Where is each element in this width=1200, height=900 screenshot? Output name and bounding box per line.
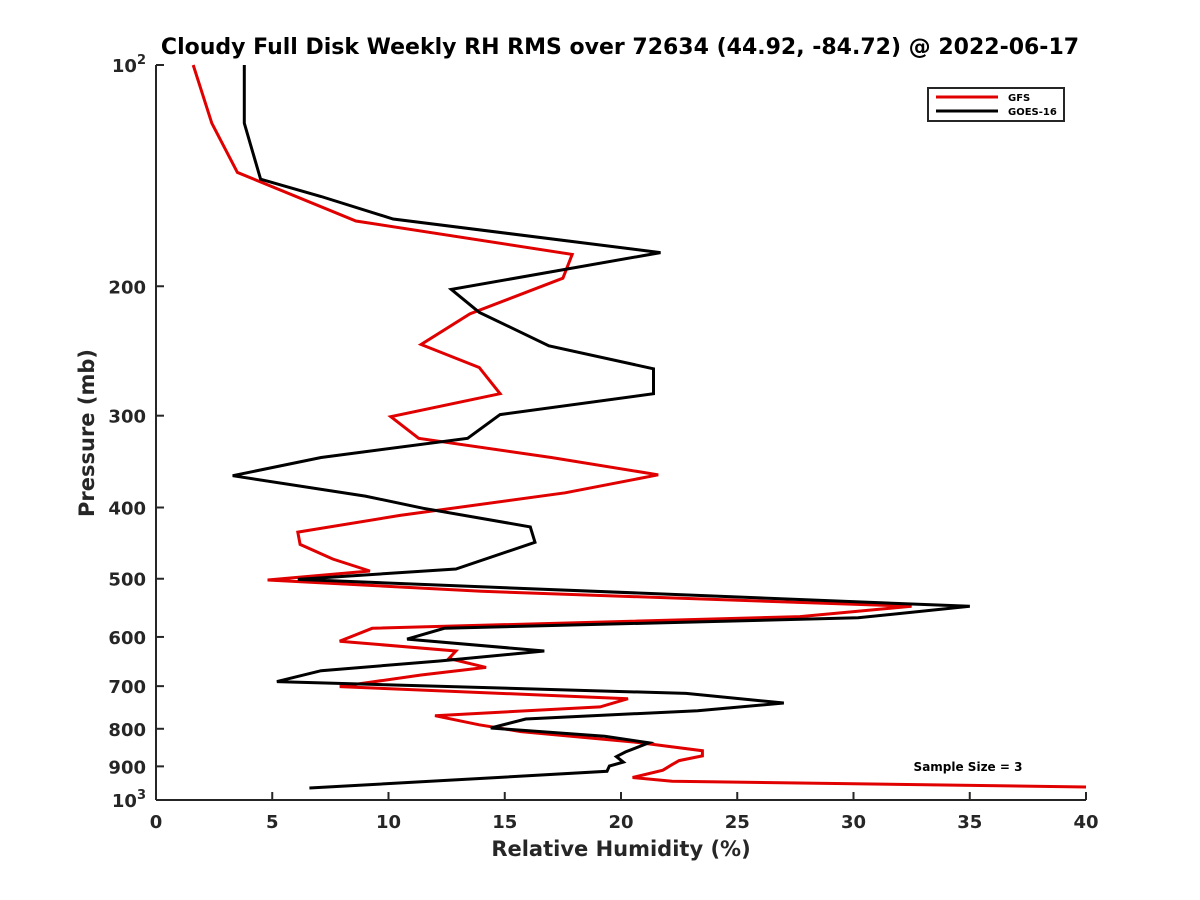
y-tick-label-exponent: 3: [137, 788, 146, 803]
x-tick-label: 15: [492, 812, 517, 833]
y-tick-label: 600: [108, 628, 146, 649]
y-tick-label: 400: [108, 499, 146, 520]
y-axis-label: Pressure (mb): [75, 349, 99, 517]
series-layer: [191, 64, 1087, 790]
y-tick-label-base: 900: [108, 757, 146, 778]
legend-label-gfs: GFS: [1008, 93, 1030, 104]
legend-box: [927, 87, 1065, 122]
y-tick-label: 300: [108, 407, 146, 428]
x-axis: 0 5 10 15 20 25 30 35 40: [150, 792, 1099, 833]
y-tick-label-exponent: 2: [137, 53, 146, 68]
x-tick-label: 40: [1073, 812, 1098, 833]
y-tick-label-base: 500: [108, 570, 146, 591]
y-tick-label-base: 400: [108, 499, 146, 520]
series-line-goes-16: [232, 65, 970, 790]
y-tick-label: 500: [108, 570, 146, 591]
y-tick-label: 800: [108, 720, 146, 741]
y-tick-label-base: 600: [108, 628, 146, 649]
legend: GFS GOES-16: [927, 87, 1065, 122]
y-tick-label: 700: [108, 677, 146, 698]
x-tick-label: 20: [608, 812, 633, 833]
y-tick-label-base: 10: [112, 791, 137, 812]
plot-area: [155, 65, 1086, 801]
x-tick-label: 25: [725, 812, 750, 833]
y-tick-label-base: 10: [112, 56, 137, 77]
y-tick-label-base: 300: [108, 407, 146, 428]
y-tick-label-base: 800: [108, 720, 146, 741]
y-tick-label: 102: [112, 53, 146, 77]
x-tick-label: 30: [841, 812, 866, 833]
y-tick-label: 103: [112, 788, 146, 812]
x-tick-label: 35: [957, 812, 982, 833]
y-tick-label-base: 200: [108, 277, 146, 298]
x-tick-label: 0: [150, 812, 163, 833]
y-tick-label: 200: [108, 277, 146, 298]
x-axis-label: Relative Humidity (%): [491, 837, 750, 861]
series-line-gfs: [191, 64, 1087, 789]
sample-size-annotation: Sample Size = 3: [914, 760, 1023, 774]
y-tick-label-base: 700: [108, 677, 146, 698]
x-tick-label: 10: [376, 812, 401, 833]
chart-title: Cloudy Full Disk Weekly RH RMS over 7263…: [161, 35, 1079, 60]
y-tick-label: 900: [108, 757, 146, 778]
x-tick-label: 5: [266, 812, 279, 833]
legend-label-goes-16: GOES-16: [1008, 107, 1057, 118]
